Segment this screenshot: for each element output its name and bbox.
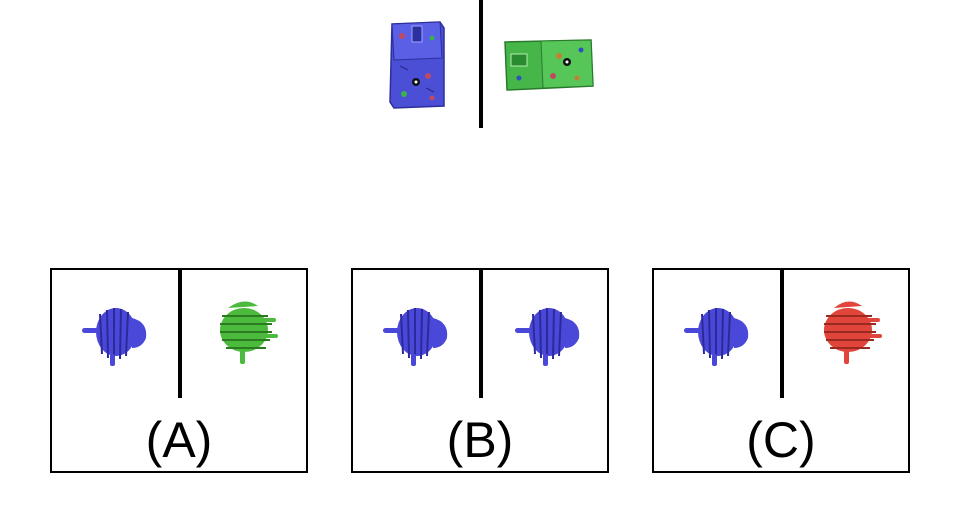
option-a-divider [178, 270, 182, 398]
blue-coil-creature-icon [684, 308, 749, 366]
option-b-divider [479, 270, 483, 398]
option-c-label: (C) [746, 412, 816, 468]
option-a-box[interactable]: (A) [50, 268, 308, 473]
blue-coil-creature-icon [515, 308, 580, 366]
green-horizontal-patterned-bag-icon [504, 39, 594, 91]
question-divider [479, 0, 483, 128]
green-coil-creature-icon [220, 301, 278, 364]
option-c-divider [780, 270, 784, 398]
blue-vertical-patterned-bag-icon [389, 21, 445, 109]
option-b-label: (B) [446, 412, 514, 468]
blue-coil-creature-icon [383, 308, 448, 366]
option-c-box[interactable]: (C) [652, 268, 910, 473]
blue-coil-creature-icon [82, 308, 147, 366]
option-a-label: (A) [145, 412, 213, 468]
option-b-box[interactable]: (B) [351, 268, 609, 473]
red-coil-creature-icon [824, 301, 882, 364]
